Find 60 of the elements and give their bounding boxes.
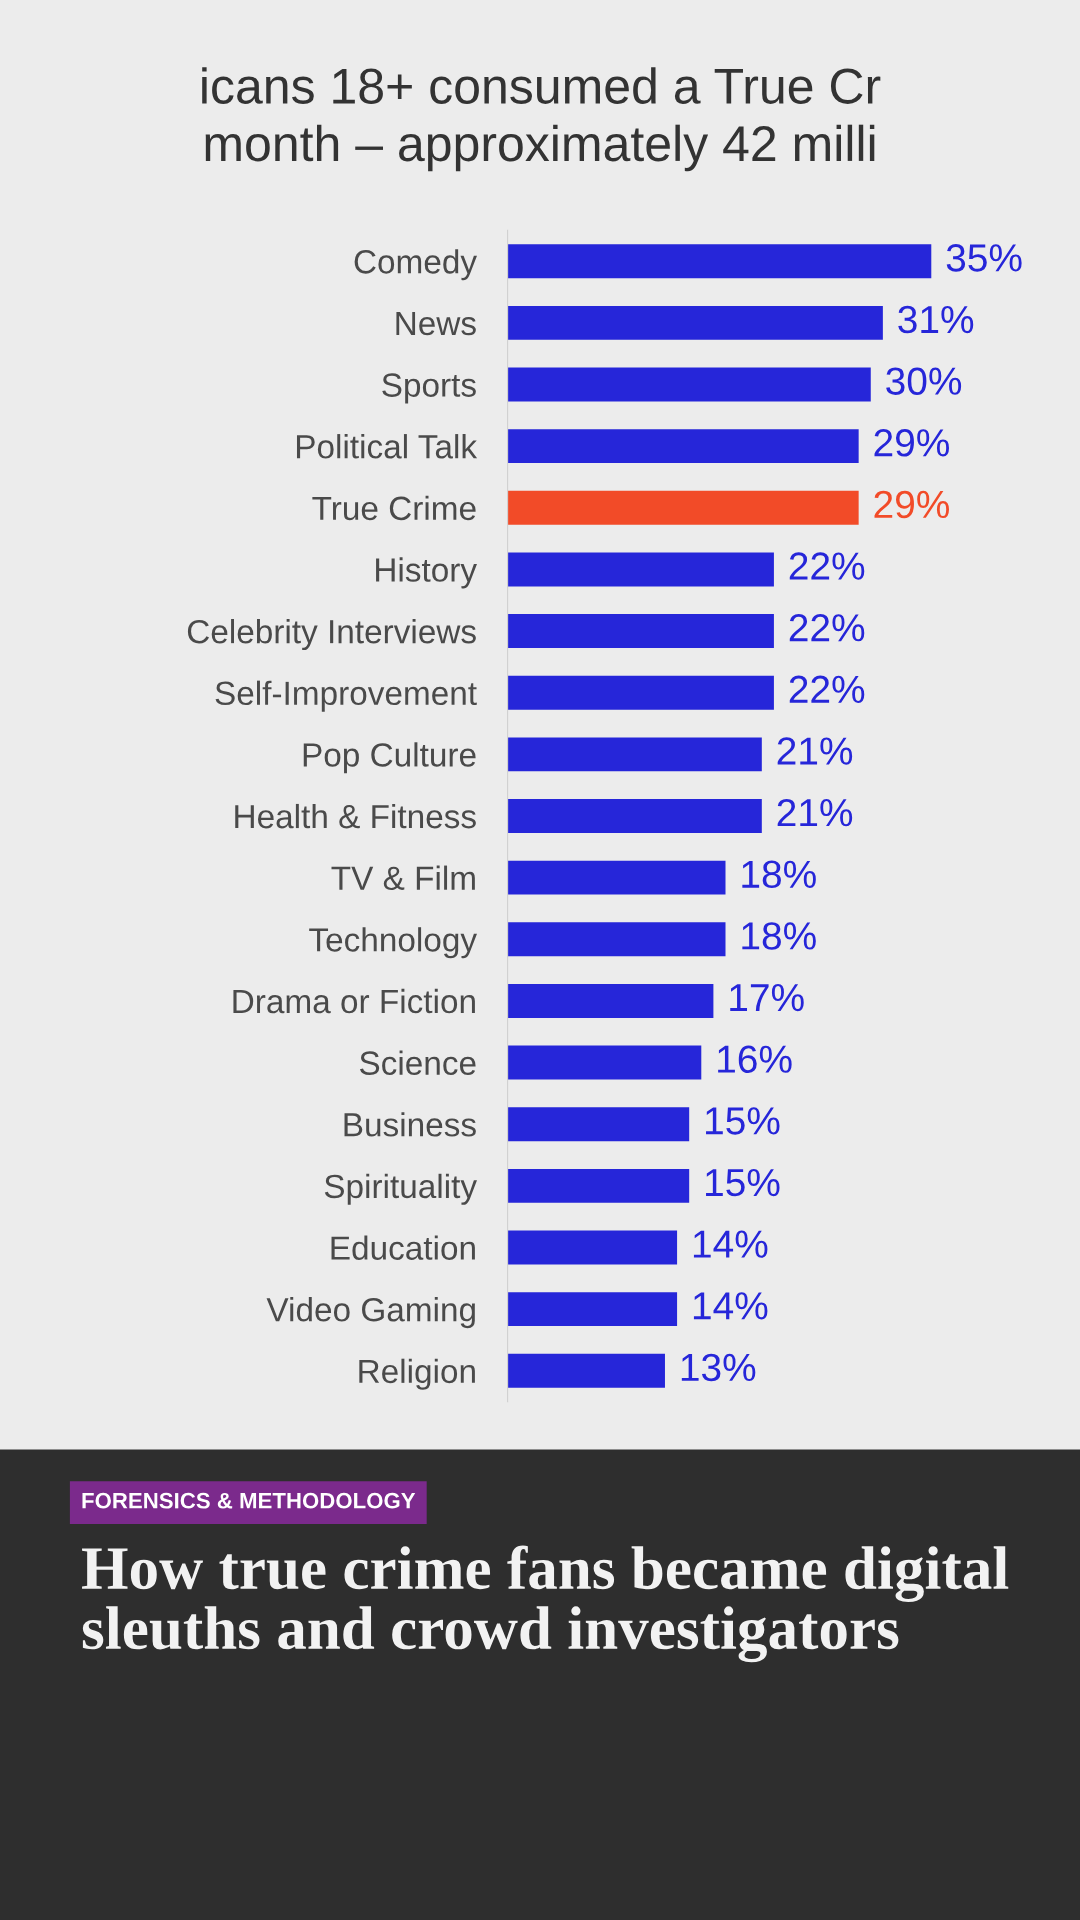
y-tick-label: True Crime — [312, 495, 476, 521]
y-tick-label: History — [376, 557, 477, 589]
text: FORENSICS & METHODOLOGY — [82, 1492, 416, 1509]
bar — [507, 552, 774, 587]
bar — [507, 244, 932, 279]
data-label: 18% — [742, 922, 816, 950]
y-tick-label: Education — [331, 1235, 475, 1260]
y-tick-label: Drama or Fiction — [233, 988, 475, 1014]
data-label: 21% — [777, 798, 853, 827]
y-tick-label: News — [396, 312, 476, 336]
y-tick-label: Self-Improvement — [215, 680, 477, 712]
bar — [507, 305, 883, 340]
y-tick-label: Sports — [382, 373, 476, 404]
bar — [507, 675, 774, 710]
data-label: 15% — [706, 1107, 780, 1135]
data-label: 13% — [681, 1353, 756, 1382]
y-tick-label: Science — [359, 1050, 476, 1075]
y-tick-label: Pop Culture — [303, 742, 476, 774]
bar — [507, 490, 859, 525]
bar — [507, 1292, 678, 1327]
data-label: 29% — [874, 429, 949, 457]
bar — [507, 614, 774, 649]
data-label: 16% — [718, 1045, 792, 1074]
data-label: 15% — [706, 1168, 780, 1197]
data-label: 35% — [946, 244, 1022, 272]
bar — [507, 1353, 665, 1388]
text: How true crime fans became digital sleuths and crowd investigators — [82, 1545, 1009, 1663]
bar — [507, 367, 871, 402]
data-label: 22% — [789, 552, 865, 580]
bar — [507, 860, 726, 895]
y-tick-label: Celebrity Interviews — [187, 619, 476, 651]
y-tick-label: Political Talk — [296, 434, 478, 459]
chart-title: icans 18+ consumed a True Cr month – approximately 42 milli — [202, 67, 881, 172]
bar — [507, 737, 762, 772]
bar — [507, 983, 714, 1018]
data-label: 21% — [777, 737, 853, 765]
data-label: 14% — [693, 1292, 768, 1320]
y-tick-label: Comedy — [354, 249, 477, 281]
bar — [507, 429, 859, 464]
bar — [507, 922, 726, 957]
y-tick-label: Video Gaming — [266, 1297, 475, 1329]
bar — [507, 799, 762, 833]
data-label: 22% — [789, 675, 865, 703]
y-tick-label: Business — [344, 1112, 476, 1137]
data-label: 31% — [898, 305, 974, 334]
data-label: 18% — [742, 860, 816, 889]
data-label: 30% — [886, 367, 962, 395]
data-label: 22% — [789, 613, 865, 642]
y-tick-label: Religion — [359, 1358, 475, 1390]
data-label: 14% — [693, 1230, 768, 1258]
bar — [507, 1168, 690, 1203]
y-tick-label: Spirituality — [324, 1173, 477, 1205]
y-tick-label: Health & Fitness — [235, 803, 476, 829]
bar — [507, 1107, 690, 1142]
data-label: 29% — [874, 490, 949, 519]
bar — [507, 1045, 702, 1080]
bar — [507, 1230, 678, 1265]
data-label: 17% — [730, 984, 804, 1012]
y-tick-label: TV & Film — [331, 865, 475, 891]
y-tick-label: Technology — [309, 927, 477, 959]
